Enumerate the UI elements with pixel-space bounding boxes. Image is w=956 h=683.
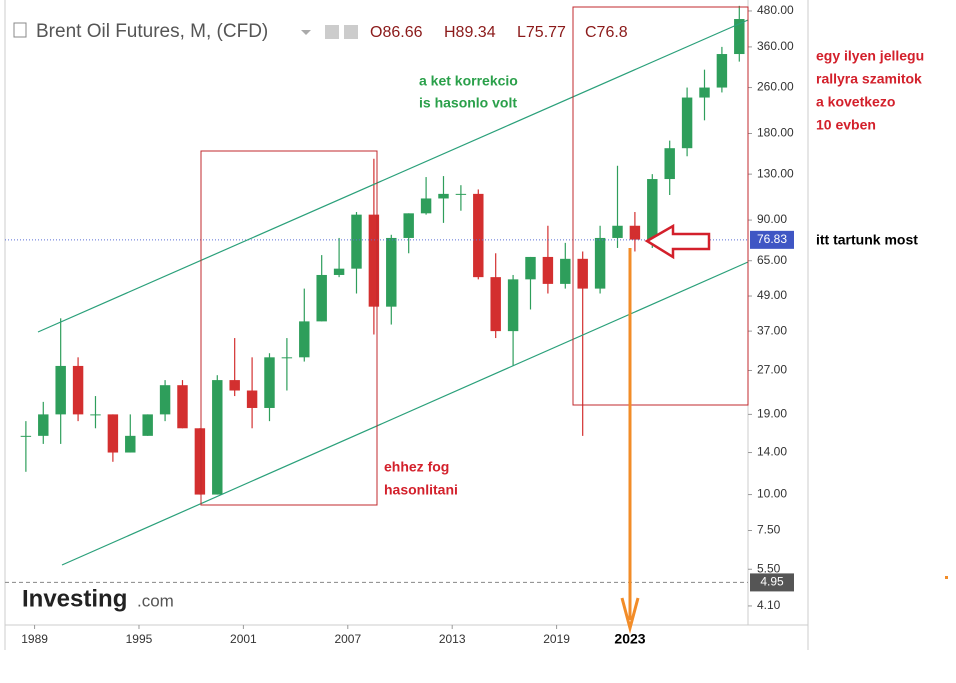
annotation: itt tartunk most <box>816 232 918 248</box>
candle-body <box>473 193 484 278</box>
candle-body <box>55 365 66 415</box>
y-tick-label: 49.00 <box>757 288 787 302</box>
dropdown-icon[interactable] <box>301 30 311 35</box>
candle-body <box>316 274 327 322</box>
x-tick-label: 2007 <box>334 632 361 646</box>
y-tick-label: 27.00 <box>757 363 787 377</box>
y-tick-label: 19.00 <box>757 407 787 421</box>
price-label: 76.83 <box>757 232 787 246</box>
candle-body <box>490 277 501 332</box>
channel-upper <box>37 19 749 333</box>
candle-body <box>38 414 49 436</box>
candle-body <box>647 179 658 240</box>
x-tick-label: 1995 <box>126 632 153 646</box>
candle-body <box>20 435 32 437</box>
candle-body <box>699 87 710 98</box>
candle-body <box>560 258 571 284</box>
annotation: hasonlitani <box>384 482 458 498</box>
candle-body <box>351 214 362 269</box>
y-tick-label: 65.00 <box>757 253 787 267</box>
candle-body <box>594 237 606 289</box>
y-tick-label: 7.50 <box>757 523 781 537</box>
annotation: 10 evben <box>816 117 876 133</box>
candle-body <box>420 198 432 214</box>
candle-body <box>246 390 258 408</box>
y-tick-label: 180.00 <box>757 126 794 140</box>
ohlc-open: O86.66 <box>370 24 423 41</box>
candle-body <box>577 258 588 289</box>
y-tick-label: 360.00 <box>757 39 794 53</box>
candle-body <box>542 256 554 284</box>
candle-body <box>455 193 467 195</box>
annotation: rallyra szamitok <box>816 71 922 87</box>
ohlc-high: H89.34 <box>444 24 496 41</box>
settings-icon[interactable] <box>344 25 358 39</box>
comparison-box <box>572 6 749 406</box>
year-arrowhead <box>620 597 640 634</box>
candle-body <box>386 237 397 307</box>
x-tick-label: 2013 <box>439 632 466 646</box>
x-tick-label: 1989 <box>21 632 48 646</box>
candle-body <box>194 428 206 495</box>
annotation: a kovetkezo <box>816 94 895 110</box>
candle-body <box>681 97 693 149</box>
channel-lower <box>61 261 749 566</box>
y-tick-label: 37.00 <box>757 323 787 337</box>
candle-body <box>333 268 345 275</box>
ohlc-close: C76.8 <box>585 24 628 41</box>
candle-body <box>212 380 223 495</box>
y-tick-label: 10.00 <box>757 487 787 501</box>
candle-body <box>299 321 310 358</box>
candle-body <box>612 225 623 238</box>
y-tick-label: 90.00 <box>757 212 787 226</box>
candle-body <box>142 414 153 436</box>
candle-body <box>72 365 84 415</box>
annotation: ehhez fog <box>384 459 449 475</box>
candle-body <box>403 213 414 238</box>
candle-body <box>177 385 188 429</box>
price-label: 4.95 <box>760 575 784 589</box>
annotation: a ket korrekcio <box>419 73 518 89</box>
candle-body <box>281 357 293 359</box>
dot <box>945 576 948 579</box>
year-annotation: 2023 <box>614 631 645 647</box>
candle-body <box>716 54 728 88</box>
candle-body <box>90 414 101 416</box>
candle-body <box>438 193 449 199</box>
price-label-bg <box>750 230 794 249</box>
candle-body <box>664 148 675 180</box>
candle-body <box>125 435 136 453</box>
candle-body <box>507 279 519 332</box>
x-tick-label: 2019 <box>543 632 570 646</box>
candle-body <box>525 256 536 280</box>
annotation: is hasonlo volt <box>419 95 517 111</box>
candle-body <box>159 385 171 415</box>
now-arrow <box>644 223 711 260</box>
chart-title: Brent Oil Futures, M, (CFD) <box>36 21 268 42</box>
logo-suffix: .com <box>137 591 174 610</box>
ohlc-low: L75.77 <box>517 24 566 41</box>
candle-body <box>107 414 119 453</box>
y-tick-label: 14.00 <box>757 445 787 459</box>
y-tick-label: 5.50 <box>757 561 781 575</box>
candle-body <box>734 19 745 55</box>
candle-body <box>264 357 275 408</box>
plot-area: 480.00 360.00 260.00 180.00 130.00 90.00 65.00… <box>5 3 794 646</box>
logo: Investing <box>22 585 127 612</box>
comparison-box <box>200 150 378 506</box>
y-tick-label: 480.00 <box>757 3 794 17</box>
y-tick-label: 4.10 <box>757 598 781 612</box>
candle-body <box>368 214 380 307</box>
x-tick-label: 2001 <box>230 632 257 646</box>
y-tick-label: 130.00 <box>757 166 794 180</box>
candle-body <box>229 380 240 391</box>
annotation: egy ilyen jellegu <box>816 48 924 64</box>
y-tick-label: 260.00 <box>757 80 794 94</box>
candle-body <box>629 225 641 240</box>
symbol-icon <box>13 22 27 38</box>
eye-icon[interactable] <box>325 25 339 39</box>
price-label-bg <box>750 573 794 592</box>
